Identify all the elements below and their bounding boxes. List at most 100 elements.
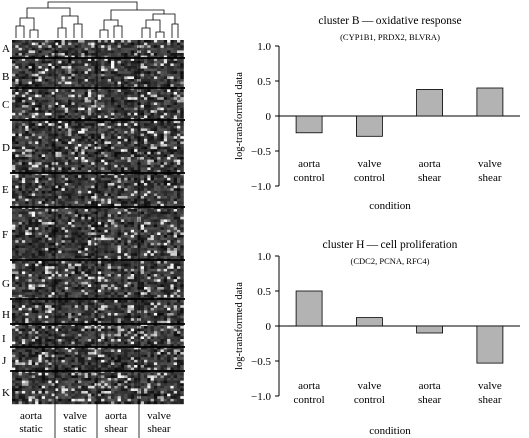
heatmap-cell (101, 209, 105, 212)
heatmap-cell (71, 318, 75, 321)
heatmap-cell (68, 136, 72, 139)
heatmap-cell (107, 123, 112, 126)
heatmap-cell (54, 99, 59, 103)
heatmap-cell (41, 138, 46, 142)
heatmap-cell (91, 60, 95, 64)
heatmap-cell (58, 279, 62, 282)
heatmap-cell (101, 253, 105, 256)
heatmap-cell (114, 240, 118, 243)
heatmap-cell (64, 167, 69, 171)
heatmap-cell (114, 341, 118, 345)
heatmap-cell (54, 157, 59, 160)
heatmap-cell (31, 185, 36, 189)
heatmap-cell (58, 209, 62, 212)
heatmap-cell (28, 385, 32, 389)
heatmap-cell (12, 266, 16, 269)
heatmap-cell (117, 367, 122, 371)
heatmap-cell (91, 50, 95, 54)
heatmap-cell (15, 141, 19, 145)
heatmap-cell (25, 292, 29, 295)
heatmap-cell (107, 284, 112, 288)
heatmap-cell (120, 123, 125, 126)
heatmap-cell (87, 190, 92, 194)
heatmap-cell (97, 380, 102, 384)
heatmap-cell (58, 362, 62, 366)
heatmap-cell (84, 162, 89, 165)
heatmap-cell (84, 326, 89, 329)
heatmap-cell (104, 331, 108, 334)
heatmap-cell (117, 354, 122, 358)
heatmap-cell (28, 307, 32, 311)
heatmap-cell (38, 201, 42, 204)
heatmap-cell (120, 209, 125, 212)
heatmap-cell (64, 73, 69, 77)
heatmap-cell (111, 58, 115, 61)
heatmap-cell (84, 110, 89, 113)
heatmap-cell (84, 375, 89, 379)
heatmap-cell (45, 138, 49, 142)
heatmap-cell (97, 112, 102, 116)
heatmap-cell (97, 144, 102, 147)
heatmap-cell (48, 110, 52, 113)
heatmap-cell (120, 92, 125, 95)
heatmap-cell (25, 40, 29, 43)
heatmap-cell (84, 318, 89, 321)
heatmap-cell (28, 110, 32, 113)
heatmap-cell (54, 170, 59, 173)
heatmap-cell (111, 159, 115, 163)
heatmap-cell (64, 388, 69, 392)
heatmap-cell (124, 396, 128, 399)
heatmap-cell (87, 198, 92, 202)
heatmap-cell (120, 232, 125, 236)
heatmap-cell (68, 300, 72, 303)
heatmap-cell (35, 383, 39, 386)
heatmap-cell (54, 344, 59, 347)
heatmap-cell (78, 68, 82, 72)
heatmap-cell (71, 73, 75, 77)
heatmap-cell (12, 276, 16, 280)
heatmap-cell (107, 198, 112, 202)
heatmap-cell (21, 401, 26, 405)
heatmap-cell (120, 102, 125, 106)
heatmap-cell (45, 235, 49, 238)
heatmap-cell (87, 175, 92, 178)
heatmap-cell (71, 144, 75, 147)
heatmap-cell (64, 279, 69, 282)
heatmap-cell (28, 279, 32, 282)
heatmap-cell (124, 219, 128, 223)
heatmap-cell (58, 388, 62, 392)
heatmap-cell (81, 123, 85, 126)
heatmap-cell (68, 328, 72, 332)
heatmap-cell (84, 50, 89, 54)
heatmap-cell (15, 149, 19, 152)
heatmap-cell (97, 315, 102, 319)
heatmap-cell (104, 302, 108, 306)
heatmap-cell (38, 71, 42, 74)
heatmap-cell (81, 354, 85, 358)
heatmap-cell (81, 331, 85, 334)
heatmap-cell (18, 172, 23, 176)
heatmap-cell (31, 201, 36, 204)
heatmap-cell (120, 253, 125, 256)
heatmap-cell (51, 367, 56, 371)
heatmap-cell (87, 328, 92, 332)
heatmap-cell (117, 307, 122, 311)
heatmap-cell (111, 320, 115, 324)
heatmap-cell (45, 391, 49, 394)
heatmap-cell (15, 68, 19, 72)
heatmap-cell (28, 274, 32, 277)
heatmap-cell (101, 81, 105, 85)
heatmap-cell (61, 45, 65, 48)
heatmap-cell (101, 365, 105, 368)
heatmap-cell (61, 42, 65, 46)
heatmap-cell (101, 97, 105, 100)
heatmap-cell (84, 138, 89, 142)
heatmap-cell (87, 339, 92, 342)
heatmap-cell (127, 214, 131, 217)
heatmap-cell (58, 240, 62, 243)
heatmap-cell (120, 84, 125, 87)
heatmap-cell (74, 154, 79, 158)
heatmap-cell (101, 188, 105, 191)
heatmap-cell (124, 365, 128, 368)
heatmap-cell (94, 50, 98, 54)
